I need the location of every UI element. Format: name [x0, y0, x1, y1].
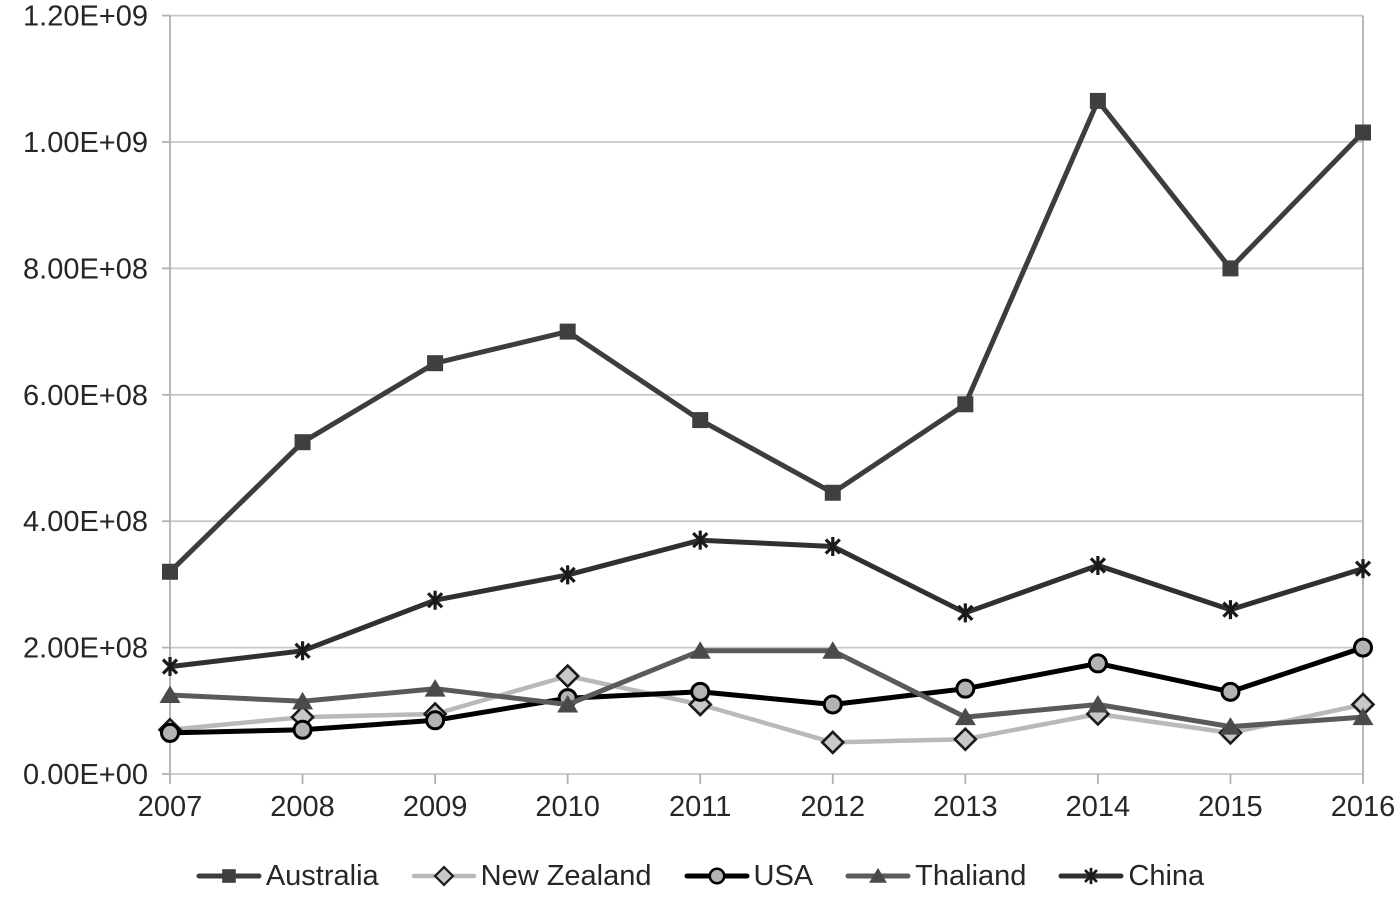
y-axis: 0.00E+00 2.00E+08 4.00E+08 6.00E+08 8.00E+08… — [23, 1, 1364, 791]
series-line-australia — [167, 98, 1366, 575]
x-tick-label: 2008 — [270, 791, 335, 823]
legend-item-australia: Australia — [196, 859, 379, 892]
square-marker — [692, 412, 709, 429]
asterisk-marker — [161, 657, 179, 677]
series-line-usa — [167, 645, 1366, 736]
legend-label: New Zealand — [480, 859, 652, 892]
legend-label: Thaliand — [915, 859, 1027, 892]
diamond-marker — [555, 663, 581, 689]
square-marker — [1089, 92, 1106, 109]
series-australia — [162, 92, 1371, 580]
diamond-marker — [433, 865, 455, 887]
asterisk-marker — [1354, 559, 1372, 579]
legend: Australia New Zealand USA Thaliand China — [0, 856, 1400, 896]
triangle-marker — [954, 707, 976, 726]
diamond-marker — [952, 726, 978, 752]
y-tick-label: 6.00E+08 — [23, 380, 148, 412]
y-tick-label: 4.00E+08 — [23, 506, 148, 538]
asterisk-marker — [824, 536, 841, 556]
square-marker — [1355, 124, 1371, 141]
triangle-marker — [869, 867, 888, 883]
legend-item-new-zealand: New Zealand — [411, 859, 652, 892]
legend-marker-usa — [684, 867, 750, 885]
series-china — [161, 530, 1372, 677]
circle-marker — [1353, 637, 1373, 658]
y-tick-label: 1.00E+09 — [23, 127, 148, 159]
circle-marker — [1087, 653, 1108, 674]
circle-marker — [1220, 681, 1241, 702]
asterisk-marker — [426, 590, 444, 610]
y-tick-label: 1.20E+09 — [23, 1, 148, 33]
legend-marker-thaliand — [845, 867, 911, 883]
gridlines — [170, 14, 1363, 775]
circle-marker — [822, 694, 843, 715]
asterisk-marker — [294, 641, 311, 661]
square-marker — [957, 396, 974, 413]
x-tick-label: 2011 — [669, 791, 731, 823]
circle-marker — [690, 681, 711, 702]
triangle-marker — [424, 679, 446, 697]
legend-marker-china — [1058, 867, 1124, 885]
asterisk-marker — [1089, 555, 1107, 575]
asterisk-marker — [559, 565, 576, 585]
x-tick-label: 2013 — [933, 791, 998, 823]
circle-marker — [425, 710, 446, 731]
x-tick-label: 2015 — [1198, 791, 1263, 823]
circle-marker — [160, 722, 180, 743]
square-marker — [824, 484, 841, 501]
x-tick-label: 2014 — [1066, 791, 1131, 823]
triangle-marker — [689, 641, 711, 659]
triangle-marker — [1352, 707, 1374, 726]
series-thaliand — [159, 641, 1374, 735]
circle-marker — [955, 678, 976, 699]
x-tick-label: 2009 — [403, 791, 468, 823]
square-marker — [222, 869, 236, 883]
asterisk-marker — [957, 603, 974, 623]
x-tick-label: 2007 — [138, 791, 203, 823]
circle-marker — [708, 867, 726, 885]
legend-item-thaliand: Thaliand — [845, 859, 1027, 892]
legend-label: Australia — [265, 859, 379, 892]
square-marker — [162, 563, 178, 580]
y-tick-label: 8.00E+08 — [23, 253, 148, 285]
legend-item-china: China — [1058, 859, 1205, 892]
y-tick-label: 2.00E+08 — [23, 633, 148, 665]
triangle-marker — [822, 641, 844, 659]
series-new-zealand — [157, 663, 1376, 755]
asterisk-marker — [1222, 600, 1239, 620]
legend-label: China — [1128, 859, 1205, 892]
x-tick-label: 2010 — [535, 791, 600, 823]
legend-item-usa: USA — [684, 859, 814, 892]
x-axis: 2007 2008 2009 2010 2011 2012 2013 2014 2015 2016 — [138, 774, 1396, 823]
square-marker — [1222, 260, 1239, 277]
series-line-thaliand — [167, 648, 1366, 730]
square-marker — [427, 355, 444, 372]
diamond-marker — [820, 730, 846, 755]
legend-marker-australia — [196, 869, 262, 883]
x-tick-label: 2016 — [1331, 791, 1396, 823]
triangle-marker — [557, 694, 579, 713]
square-marker — [294, 434, 311, 451]
asterisk-marker — [1084, 867, 1099, 885]
y-tick-label: 0.00E+00 — [23, 759, 148, 791]
triangle-marker — [159, 685, 181, 703]
triangle-marker — [292, 691, 314, 710]
circle-marker — [292, 719, 313, 740]
square-marker — [559, 323, 576, 340]
triangle-marker — [1087, 694, 1109, 713]
triangle-marker — [1219, 717, 1241, 735]
legend-marker-new-zealand — [411, 865, 476, 887]
series-line-china — [167, 537, 1366, 670]
x-tick-label: 2012 — [801, 791, 866, 823]
series-line-new-zealand — [167, 673, 1366, 745]
asterisk-marker — [692, 530, 709, 550]
legend-label: USA — [753, 859, 814, 892]
line-chart: 0.00E+00 2.00E+08 4.00E+08 6.00E+08 8.00E+08… — [23, 1, 1396, 823]
